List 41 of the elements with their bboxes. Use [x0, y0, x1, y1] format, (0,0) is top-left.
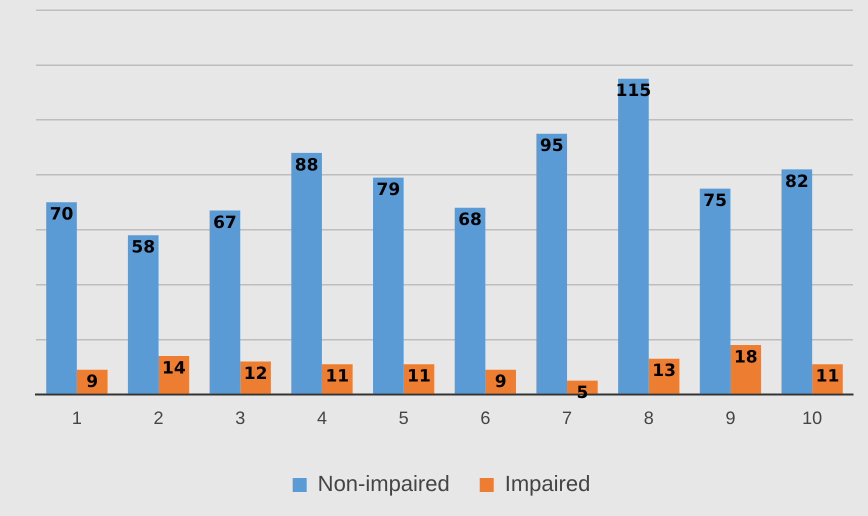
bar	[210, 210, 240, 394]
legend-label: Non-impaired	[318, 471, 450, 496]
bar	[46, 202, 77, 394]
x-tick-label: 10	[802, 408, 822, 428]
data-label: 11	[816, 366, 840, 387]
data-label: 14	[162, 358, 186, 378]
x-tick-label: 5	[398, 408, 409, 428]
bar	[373, 178, 404, 394]
data-label: 70	[50, 204, 74, 225]
data-label: 88	[294, 155, 318, 176]
x-tick-label: 9	[725, 408, 736, 428]
bar	[618, 78, 649, 394]
data-label: 5	[576, 383, 588, 404]
data-label: 13	[652, 361, 676, 382]
bar	[128, 235, 159, 394]
data-label: 67	[213, 212, 237, 233]
legend-label: Impaired	[504, 471, 590, 496]
data-label: 95	[540, 136, 564, 156]
bar	[454, 208, 486, 394]
data-label: 12	[244, 364, 268, 384]
data-label: 58	[131, 238, 156, 258]
data-label: 9	[494, 372, 507, 392]
x-tick-label: 7	[562, 408, 572, 428]
x-tick-label: 6	[480, 408, 490, 428]
data-label: 11	[407, 366, 431, 387]
x-tick-label: 4	[316, 408, 327, 428]
data-label: 75	[703, 191, 727, 211]
bar	[700, 188, 730, 394]
data-label: 11	[325, 366, 350, 387]
x-tick-label: 3	[235, 408, 246, 428]
data-label: 79	[376, 180, 400, 200]
data-label: 68	[458, 210, 482, 230]
data-label: 18	[734, 347, 758, 368]
x-tick-label: 8	[644, 408, 654, 428]
bar	[536, 134, 568, 394]
x-tick-label: 2	[154, 408, 164, 428]
data-label: 82	[784, 172, 809, 192]
bar	[782, 169, 812, 394]
data-label: 9	[86, 372, 98, 392]
bar	[291, 152, 322, 394]
x-tick-label: 1	[72, 408, 82, 428]
